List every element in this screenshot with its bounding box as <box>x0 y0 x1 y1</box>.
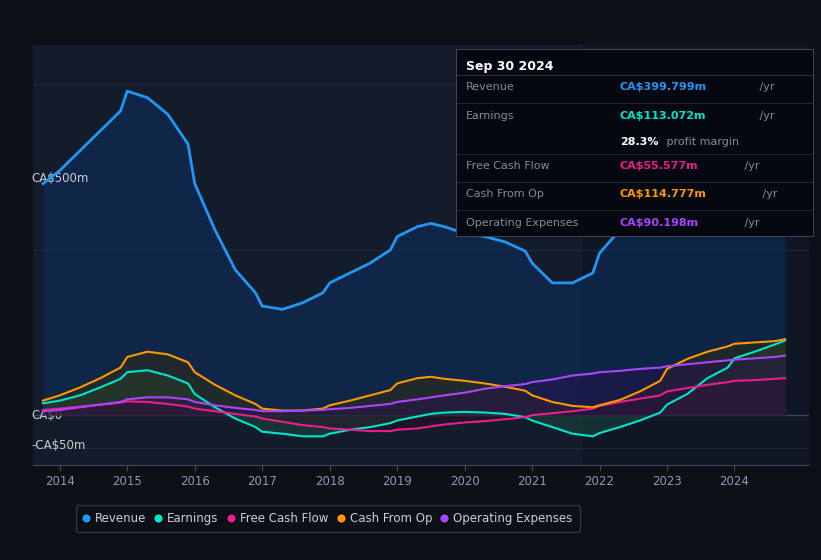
Text: CA$55.577m: CA$55.577m <box>620 161 699 171</box>
Text: /yr: /yr <box>741 218 760 227</box>
Text: Free Cash Flow: Free Cash Flow <box>466 161 550 171</box>
Text: CA$114.777m: CA$114.777m <box>620 189 707 199</box>
Text: CA$90.198m: CA$90.198m <box>620 218 699 227</box>
Legend: Revenue, Earnings, Free Cash Flow, Cash From Op, Operating Expenses: Revenue, Earnings, Free Cash Flow, Cash … <box>76 505 580 533</box>
Text: Earnings: Earnings <box>466 111 515 120</box>
Text: Sep 30 2024: Sep 30 2024 <box>466 60 554 73</box>
Text: /yr: /yr <box>741 161 760 171</box>
Text: Revenue: Revenue <box>466 82 515 92</box>
Text: CA$0: CA$0 <box>31 409 62 422</box>
Text: CA$113.072m: CA$113.072m <box>620 111 706 120</box>
Text: Cash From Op: Cash From Op <box>466 189 544 199</box>
Text: -CA$50m: -CA$50m <box>31 440 85 452</box>
Text: CA$399.799m: CA$399.799m <box>620 82 707 92</box>
Text: profit margin: profit margin <box>663 137 739 147</box>
Bar <box>583 45 809 465</box>
Text: /yr: /yr <box>755 111 774 120</box>
Text: /yr: /yr <box>755 82 774 92</box>
Text: /yr: /yr <box>759 189 777 199</box>
Text: CA$500m: CA$500m <box>31 172 89 185</box>
Text: 28.3%: 28.3% <box>620 137 658 147</box>
Text: Operating Expenses: Operating Expenses <box>466 218 579 227</box>
